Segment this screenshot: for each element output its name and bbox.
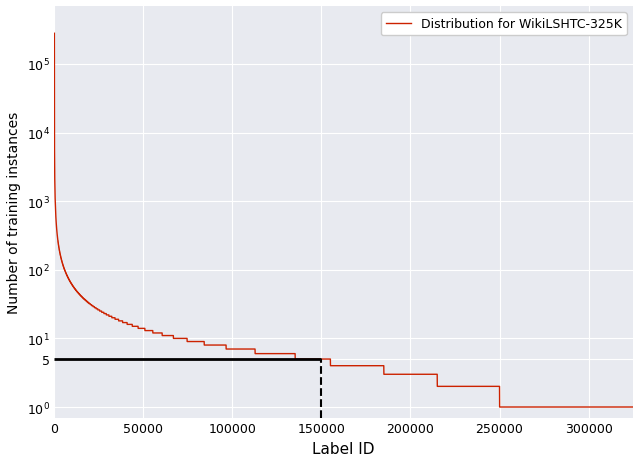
Distribution for WikiLSHTC-325K [239,346,246,352]
Distribution for WikiLSHTC-325K [193,339,200,344]
Distribution for WikiLSHTC-325K [131,324,138,329]
Distribution for WikiLSHTC-325K [629,404,637,410]
Line: Distribution for WikiLSHTC-325K: Distribution for WikiLSHTC-325K [54,34,633,407]
Y-axis label: Number of training instances: Number of training instances [7,112,21,313]
X-axis label: Label ID: Label ID [312,441,375,456]
Distribution for WikiLSHTC-325K [51,31,58,37]
Legend: Distribution for WikiLSHTC-325K: Distribution for WikiLSHTC-325K [381,13,627,36]
Distribution for WikiLSHTC-325K [259,351,266,357]
Distribution for WikiLSHTC-325K [419,372,427,377]
Distribution for WikiLSHTC-325K [495,404,503,410]
Distribution for WikiLSHTC-325K [602,404,610,410]
